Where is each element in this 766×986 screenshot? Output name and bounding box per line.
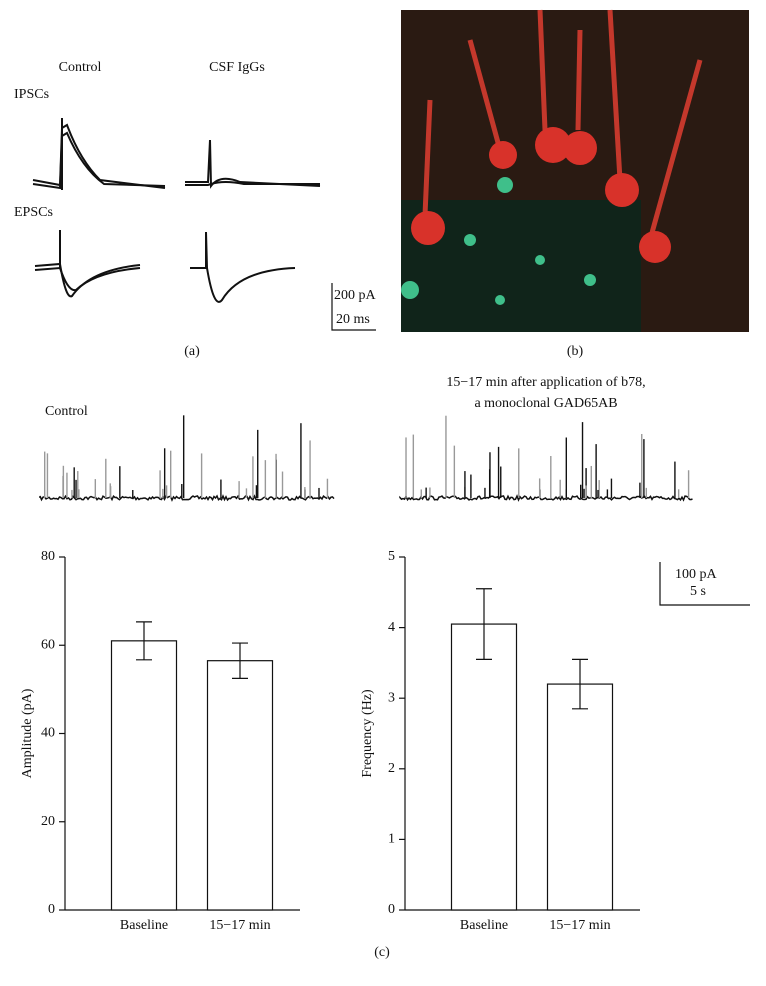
panel-label: (a) [184, 344, 200, 359]
scale-label: 200 pA [334, 288, 377, 303]
y-tick-label: 1 [388, 832, 395, 847]
scale-label: 5 s [690, 584, 706, 599]
scale-bar [331, 283, 376, 331]
trace-title: 15−17 min after application of b78, [446, 375, 645, 390]
error-bar [136, 621, 152, 661]
baseline-trace [399, 494, 693, 502]
scale-label: 20 ms [336, 312, 370, 327]
y-tick-label: 4 [388, 620, 395, 635]
x-tick-label: Baseline [460, 918, 508, 933]
y-axis-label: Amplitude (pA) [20, 688, 35, 778]
scale-label: 100 pA [675, 567, 718, 582]
row-label: EPSCs [14, 205, 53, 220]
row-label: IPSCs [14, 87, 49, 102]
x-tick-label: 15−17 min [209, 918, 270, 933]
traces-a [32, 118, 321, 303]
trace-title: Control [45, 404, 88, 419]
scale-bar [659, 562, 750, 606]
y-tick-label: 3 [388, 690, 395, 705]
bar [206, 660, 274, 911]
panel-label: (b) [567, 344, 584, 359]
y-tick-label: 0 [48, 902, 55, 917]
column-label: CSF IgGs [209, 60, 265, 75]
error-bar [572, 658, 588, 710]
bar [546, 683, 614, 911]
column-label: Control [59, 60, 102, 75]
x-tick-label: Baseline [120, 918, 168, 933]
x-tick-label: 15−17 min [549, 918, 610, 933]
traces-c [39, 415, 693, 502]
y-tick-label: 80 [41, 549, 55, 564]
trace-title: a monoclonal GAD65AB [474, 396, 617, 411]
y-axis-label: Frequency (Hz) [360, 689, 375, 778]
bar [110, 640, 178, 911]
error-bar [476, 588, 492, 660]
micrograph [401, 9, 749, 332]
y-tick-label: 0 [388, 902, 395, 917]
error-bar [232, 642, 248, 679]
panel-label: (c) [374, 945, 390, 960]
baseline-trace [39, 494, 335, 502]
y-tick-label: 40 [41, 726, 55, 741]
y-tick-label: 60 [41, 637, 55, 652]
y-tick-label: 2 [388, 761, 395, 776]
y-tick-label: 20 [41, 814, 55, 829]
bar [450, 623, 518, 911]
y-tick-label: 5 [388, 549, 395, 564]
